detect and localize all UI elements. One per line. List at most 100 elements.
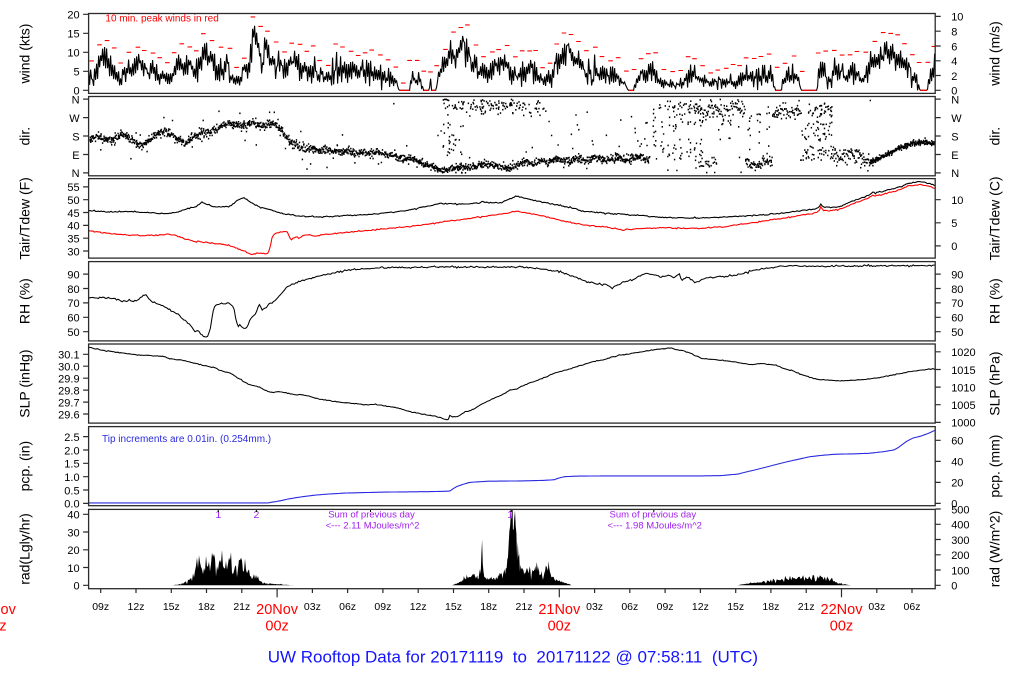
svg-text:15z: 15z — [727, 601, 744, 613]
svg-text:12z: 12z — [692, 601, 709, 613]
svg-text:SLP (inHg): SLP (inHg) — [17, 349, 33, 417]
svg-text:<--- 2.11 MJoules/m^2: <--- 2.11 MJoules/m^2 — [326, 521, 420, 532]
svg-text:20Nov: 20Nov — [256, 602, 299, 618]
svg-text:29.6: 29.6 — [58, 409, 79, 421]
svg-text:10: 10 — [951, 12, 963, 24]
svg-text:00z: 00z — [830, 619, 853, 635]
svg-text:22Nov: 22Nov — [821, 602, 864, 618]
svg-text:rad(Lgly/hr): rad(Lgly/hr) — [17, 513, 33, 585]
svg-text:12z: 12z — [410, 601, 427, 613]
svg-text:<--- 1.98 MJoules/m^2: <--- 1.98 MJoules/m^2 — [607, 521, 701, 532]
svg-text:Sum of previous day: Sum of previous day — [328, 509, 415, 520]
svg-text:15: 15 — [67, 29, 79, 41]
svg-text:20: 20 — [67, 10, 79, 22]
svg-text:wind (m/s): wind (m/s) — [987, 21, 1003, 87]
svg-text:10: 10 — [67, 48, 79, 60]
svg-text:dir.: dir. — [17, 127, 33, 146]
svg-text:09z: 09z — [657, 601, 674, 613]
svg-text:29.9: 29.9 — [58, 374, 79, 386]
svg-text:Tair/Tdew (F): Tair/Tdew (F) — [17, 177, 33, 259]
svg-text:30: 30 — [67, 527, 79, 539]
svg-text:N: N — [951, 94, 959, 106]
svg-text:RH (%): RH (%) — [987, 278, 1003, 324]
svg-text:60: 60 — [951, 436, 963, 448]
svg-text:45: 45 — [67, 208, 79, 220]
svg-text:0: 0 — [951, 581, 957, 593]
svg-text:10 min. peak winds in red: 10 min. peak winds in red — [105, 14, 218, 25]
svg-text:18z: 18z — [198, 601, 215, 613]
svg-text:2.5: 2.5 — [64, 432, 79, 444]
svg-text:Sum of previous day: Sum of previous day — [609, 509, 696, 520]
svg-text:21z: 21z — [516, 601, 533, 613]
svg-text:100: 100 — [951, 565, 969, 577]
svg-text:S: S — [72, 131, 79, 143]
svg-text:RH (%): RH (%) — [17, 278, 33, 324]
svg-text:06z: 06z — [339, 601, 356, 613]
svg-text:80: 80 — [951, 284, 963, 296]
svg-text:1015: 1015 — [951, 365, 975, 377]
svg-text:30.1: 30.1 — [58, 350, 79, 362]
svg-text:E: E — [72, 150, 79, 162]
svg-text:03z: 03z — [586, 601, 603, 613]
svg-text:1.0: 1.0 — [64, 472, 79, 484]
svg-text:5: 5 — [951, 218, 957, 230]
svg-text:06z: 06z — [621, 601, 638, 613]
svg-text:Tip increments are 0.01in. (0.: Tip increments are 0.01in. (0.254mm.) — [102, 434, 271, 445]
svg-text:0: 0 — [951, 241, 957, 253]
svg-text:Tair/Tdew (C): Tair/Tdew (C) — [987, 176, 1003, 260]
svg-text:1020: 1020 — [951, 347, 975, 359]
svg-text:1: 1 — [507, 509, 513, 521]
svg-text:1.5: 1.5 — [64, 459, 79, 471]
svg-text:12z: 12z — [128, 601, 145, 613]
svg-text:400: 400 — [951, 520, 969, 532]
svg-text:18z: 18z — [480, 601, 497, 613]
svg-text:wind (kts): wind (kts) — [17, 24, 33, 85]
svg-text:0: 0 — [951, 499, 957, 511]
svg-text:rad (W/m^2): rad (W/m^2) — [987, 511, 1003, 588]
svg-text:pcp. (mm): pcp. (mm) — [987, 435, 1003, 498]
svg-text:0: 0 — [73, 581, 79, 593]
svg-text:1005: 1005 — [951, 400, 975, 412]
svg-text:10: 10 — [67, 563, 79, 575]
svg-text:10: 10 — [951, 195, 963, 207]
svg-text:18z: 18z — [762, 601, 779, 613]
svg-text:90: 90 — [67, 269, 79, 281]
svg-text:0.0: 0.0 — [64, 499, 79, 511]
svg-text:35: 35 — [67, 234, 79, 246]
svg-text:50: 50 — [951, 327, 963, 339]
svg-text:21Nov: 21Nov — [538, 602, 581, 618]
svg-text:dir.: dir. — [987, 127, 1003, 146]
svg-text:70: 70 — [67, 298, 79, 310]
svg-text:pcp. (in): pcp. (in) — [17, 441, 33, 492]
svg-text:4: 4 — [951, 56, 957, 68]
svg-text:UW Rooftop Data for 20171119: UW Rooftop Data for 20171119 to 20171122… — [268, 648, 758, 667]
svg-text:80: 80 — [67, 284, 79, 296]
svg-text:00z: 00z — [0, 619, 7, 635]
svg-text:N: N — [951, 168, 959, 180]
svg-text:03z: 03z — [304, 601, 321, 613]
svg-text:200: 200 — [951, 550, 969, 562]
svg-text:21z: 21z — [233, 601, 250, 613]
svg-text:60: 60 — [951, 313, 963, 325]
svg-text:29.7: 29.7 — [58, 397, 79, 409]
svg-text:20: 20 — [951, 478, 963, 490]
svg-text:60: 60 — [67, 313, 79, 325]
svg-text:40: 40 — [951, 457, 963, 469]
svg-text:500: 500 — [951, 504, 969, 516]
svg-text:5: 5 — [73, 67, 79, 79]
svg-text:00z: 00z — [548, 619, 571, 635]
svg-text:2.0: 2.0 — [64, 445, 79, 457]
svg-text:50: 50 — [67, 327, 79, 339]
svg-text:20: 20 — [67, 545, 79, 557]
svg-text:S: S — [951, 131, 958, 143]
svg-text:55: 55 — [67, 182, 79, 194]
svg-text:19Nov: 19Nov — [0, 602, 17, 618]
svg-text:30.0: 30.0 — [58, 362, 79, 374]
svg-text:300: 300 — [951, 535, 969, 547]
svg-text:2: 2 — [253, 509, 259, 521]
svg-text:00z: 00z — [265, 619, 288, 635]
svg-text:21z: 21z — [798, 601, 815, 613]
svg-text:0: 0 — [73, 86, 79, 98]
svg-text:0.5: 0.5 — [64, 485, 79, 497]
svg-text:6: 6 — [951, 41, 957, 53]
